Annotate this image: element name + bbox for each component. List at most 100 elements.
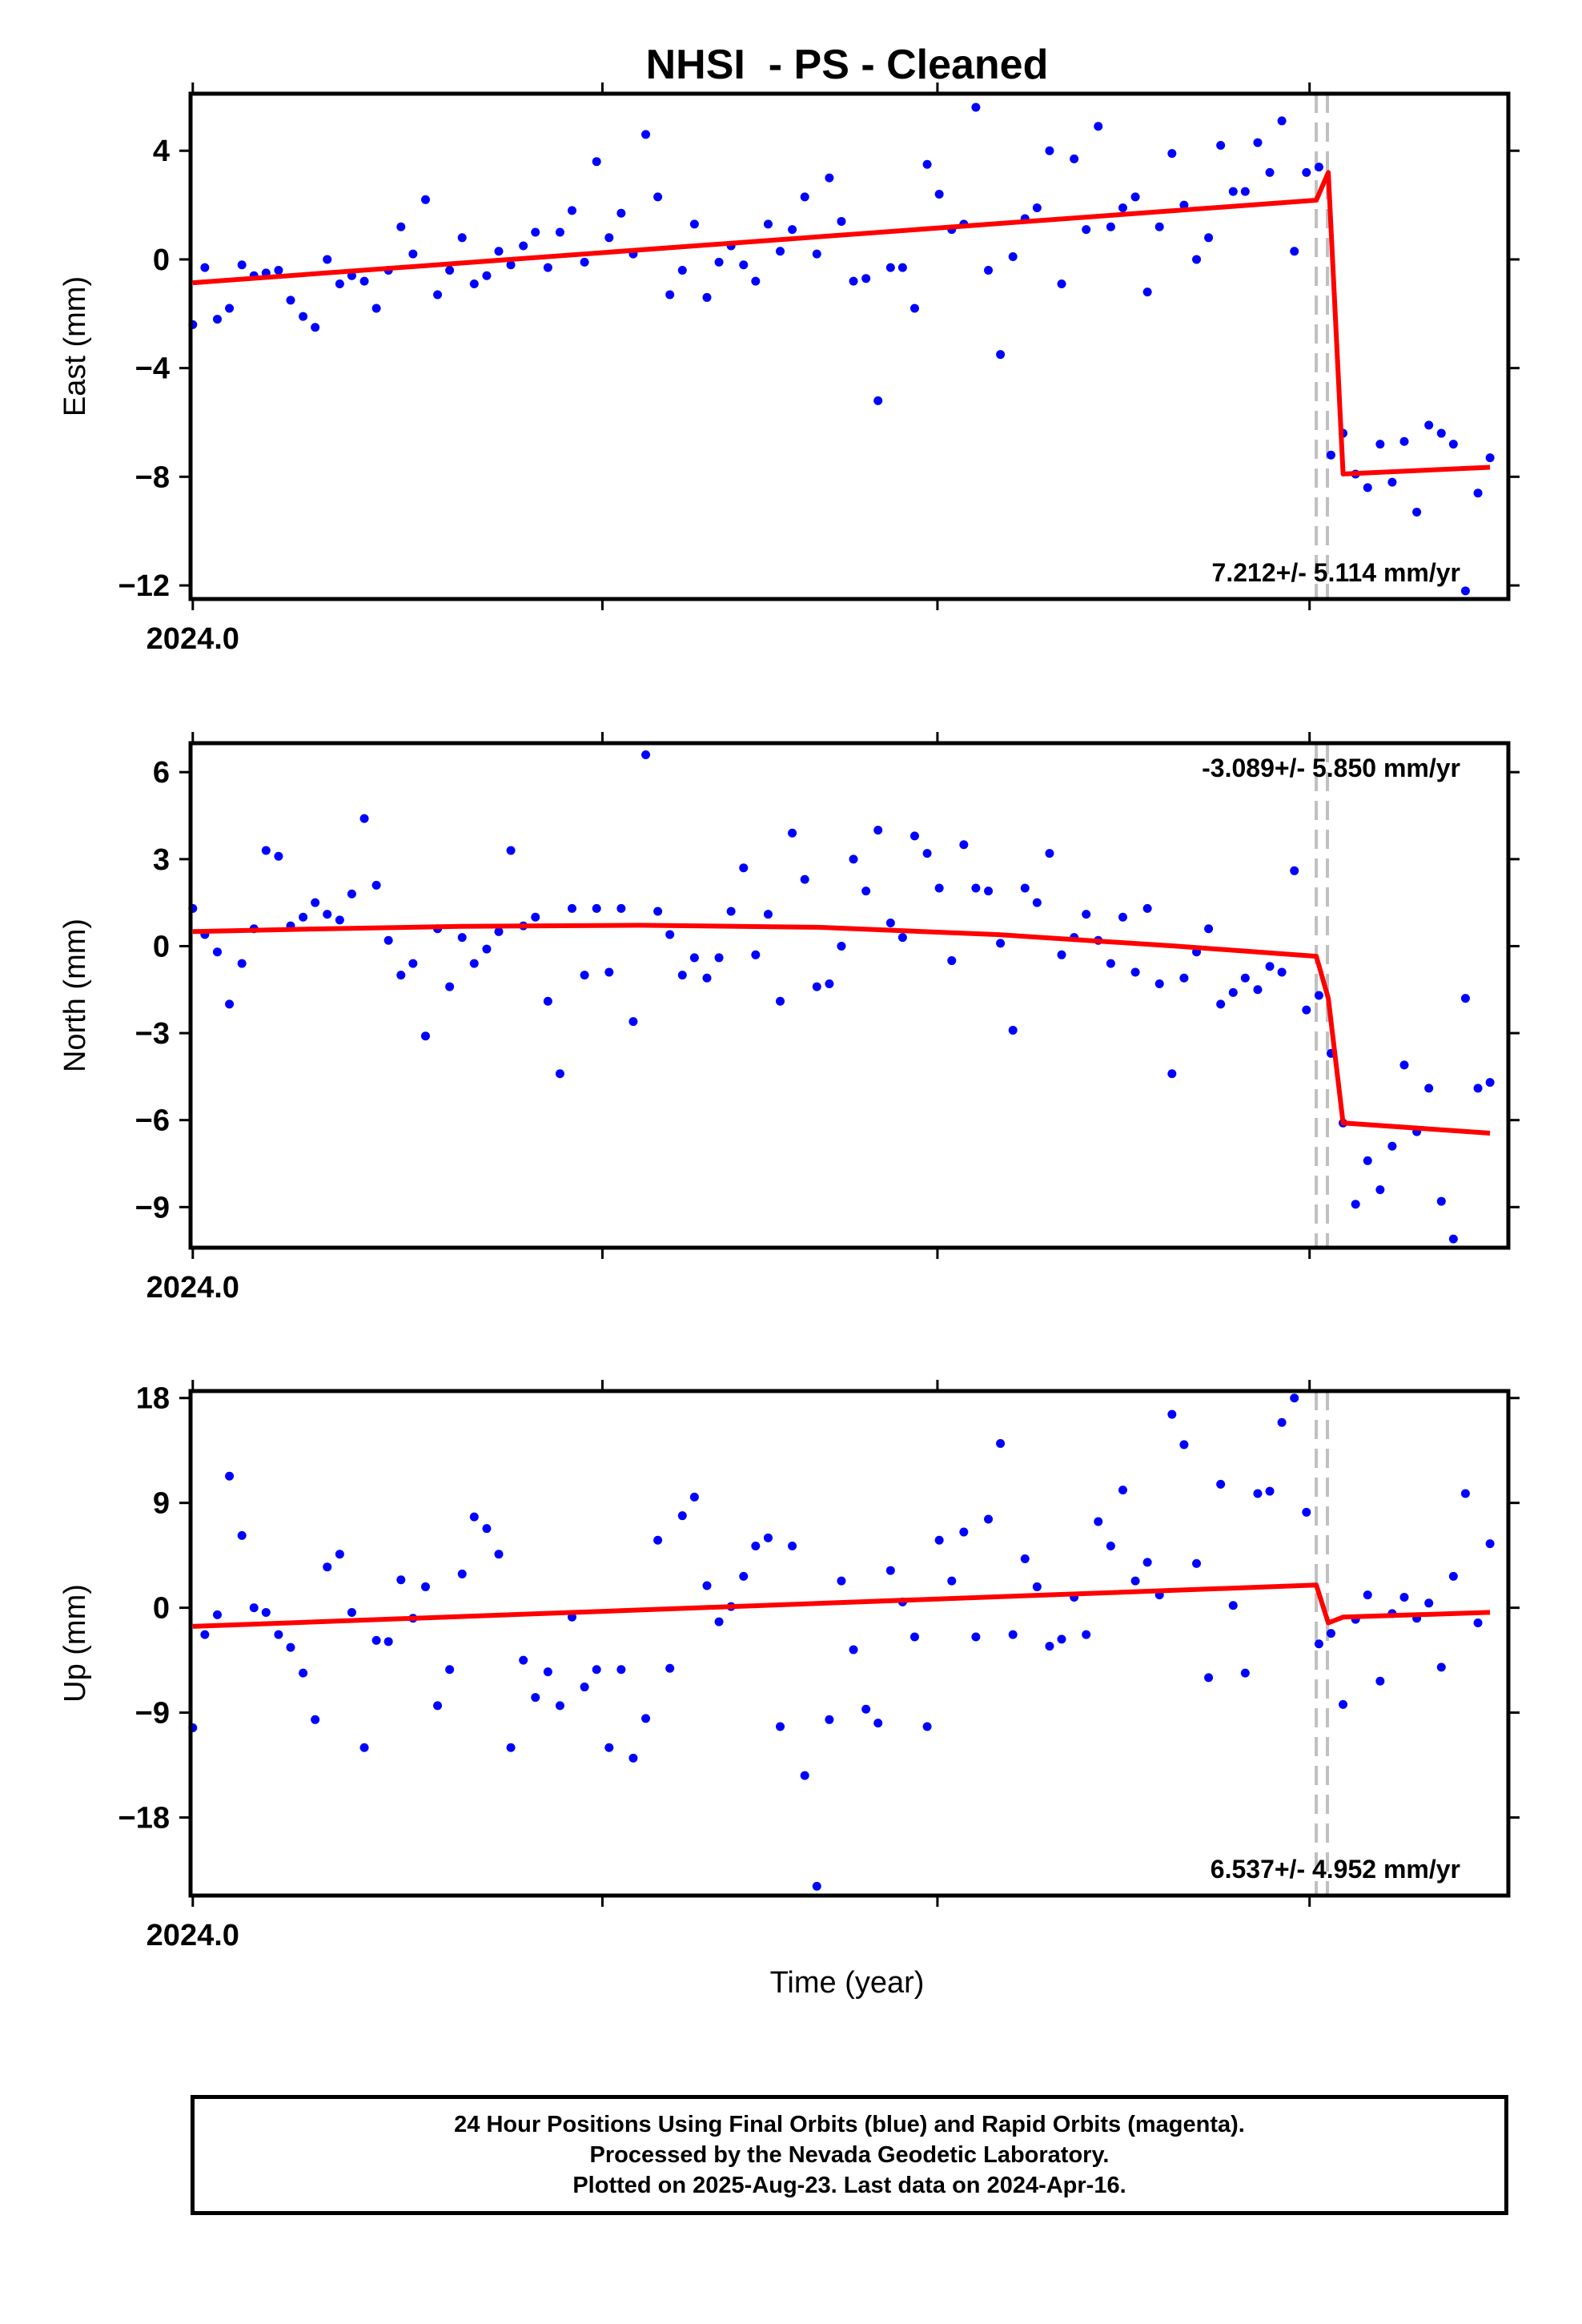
data-point: [984, 887, 994, 896]
data-point: [1008, 252, 1018, 262]
data-point: [482, 1524, 492, 1534]
plot-frame: [188, 741, 1511, 1250]
data-point: [714, 257, 724, 267]
data-point: [885, 918, 895, 927]
panel-1: 4 0 −4 −8 −12 2024.0 East (mm) 7.212+/- 5.114 m…: [58, 82, 1520, 656]
data-point: [1106, 222, 1115, 231]
caption-line-1: 24 Hour Positions Using Final Orbits (bl…: [454, 2112, 1245, 2137]
data-point: [408, 249, 418, 259]
data-point: [800, 192, 809, 202]
data-point: [1204, 233, 1214, 243]
data-point: [445, 1665, 455, 1675]
data-point: [200, 1630, 210, 1639]
data-point: [689, 953, 699, 963]
data-point: [1228, 187, 1238, 196]
data-point: [776, 1722, 785, 1731]
data-point: [299, 312, 308, 321]
data-point: [531, 912, 540, 922]
data-point: [1045, 146, 1054, 155]
data-point: [984, 1514, 994, 1524]
data-point: [1387, 477, 1397, 487]
data-point: [616, 208, 626, 218]
data-point: [457, 233, 467, 243]
data-point: [763, 910, 773, 919]
data-point: [482, 944, 492, 954]
data-point: [1154, 979, 1164, 989]
data-point: [1253, 1489, 1263, 1498]
data-point: [849, 1645, 858, 1655]
data-point: [739, 1571, 749, 1581]
data-point: [1032, 1582, 1042, 1591]
data-point: [665, 290, 675, 300]
data-point: [1216, 999, 1226, 1009]
data-point: [482, 271, 492, 280]
data-point: [1204, 924, 1214, 934]
data-point: [543, 263, 552, 272]
data-point: [653, 192, 663, 202]
data-point: [1106, 1542, 1115, 1551]
data-point: [1216, 1479, 1226, 1489]
data-point: [580, 257, 589, 267]
data-point: [237, 260, 247, 270]
data-point: [861, 1704, 871, 1714]
data-point: [1082, 910, 1091, 919]
data-point: [1326, 450, 1335, 460]
data-point: [1326, 1629, 1335, 1638]
data-point: [225, 1471, 235, 1481]
data-point: [959, 840, 969, 850]
y-tick-label: −6: [135, 1104, 170, 1138]
data-point: [555, 227, 564, 237]
data-point: [653, 907, 663, 916]
data-point: [849, 276, 858, 286]
data-point: [543, 1667, 552, 1677]
data-point: [555, 1069, 564, 1079]
data-point: [665, 1663, 675, 1673]
data-point: [837, 216, 846, 226]
panel-2: 6 3 0 −3 −6 −9 2024.0 North (mm) -3.089+/- 5.850…: [58, 732, 1520, 1305]
data-point: [1008, 1025, 1018, 1035]
data-point: [1192, 255, 1202, 264]
data-point: [469, 959, 479, 968]
x-tick-label: 2024.0: [147, 622, 239, 656]
data-point: [335, 279, 344, 288]
data-point: [641, 750, 651, 759]
data-point: [971, 1632, 981, 1642]
data-point: [1045, 849, 1054, 858]
data-point: [1106, 959, 1115, 968]
data-point: [702, 292, 712, 302]
data-point: [519, 241, 528, 251]
data-point: [1008, 1630, 1018, 1639]
data-point: [971, 883, 981, 893]
data-point: [689, 219, 699, 229]
data-point: [1094, 122, 1103, 131]
data-point: [274, 1630, 283, 1639]
data-point: [311, 323, 320, 332]
rate-annotation: -3.089+/- 5.850 mm/yr: [1202, 754, 1460, 782]
data-point: [1032, 898, 1042, 907]
data-point: [628, 1753, 638, 1763]
data-point: [1314, 991, 1323, 1000]
y-tick-label: −18: [118, 1802, 170, 1835]
data-point: [383, 1637, 393, 1647]
data-point: [1167, 149, 1177, 159]
data-point: [1399, 436, 1409, 446]
data-point: [1277, 967, 1287, 977]
data-point: [1265, 962, 1275, 971]
data-point: [934, 883, 944, 893]
data-point: [873, 396, 883, 405]
data-point: [592, 1665, 601, 1675]
y-tick-label: −12: [118, 569, 170, 603]
data-point: [1399, 1593, 1409, 1602]
data-point: [677, 971, 687, 980]
data-point: [396, 971, 406, 980]
data-point: [1412, 507, 1422, 517]
data-point: [286, 1642, 295, 1652]
data-point: [849, 854, 858, 864]
data-point: [1314, 1639, 1323, 1649]
data-point: [604, 233, 614, 243]
data-point: [897, 263, 907, 272]
data-point: [1130, 967, 1140, 977]
data-point: [702, 1581, 712, 1590]
y-tick-label: 0: [153, 1592, 170, 1626]
data-point: [568, 903, 577, 913]
